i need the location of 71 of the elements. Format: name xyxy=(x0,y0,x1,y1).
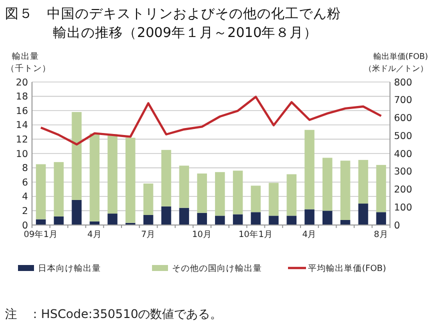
y-axis-title: 輸出量（千トン） xyxy=(6,51,51,74)
y-tick-label: 0 xyxy=(22,220,28,232)
legend-label: 平均輸出単価(FOB) xyxy=(308,262,386,274)
y2-tick-label: 800 xyxy=(394,77,412,88)
y2-tick-label: 0 xyxy=(394,220,400,232)
bar xyxy=(286,216,297,225)
bar xyxy=(197,212,207,225)
bar xyxy=(268,216,279,225)
text: 注 ：HSCode:350510の数値である。 xyxy=(5,307,222,321)
y2-tick-label: 700 xyxy=(394,95,412,106)
x-tick-label: 8月 xyxy=(374,230,388,240)
bar xyxy=(358,204,368,225)
x-tick-label: 10年1月 xyxy=(238,229,273,240)
bar xyxy=(215,172,225,216)
bar xyxy=(54,216,64,225)
bar xyxy=(286,174,297,216)
y2-tick-label: 400 xyxy=(394,148,412,160)
y2-tick-label: 100 xyxy=(394,202,412,214)
bar xyxy=(232,170,243,214)
bar xyxy=(108,134,118,214)
bar xyxy=(179,208,190,225)
y2-tick-label: 200 xyxy=(394,184,412,196)
x-tick-label: 09年1月 xyxy=(24,229,58,240)
bar xyxy=(358,160,368,204)
bar xyxy=(376,164,386,212)
y2-tick-label: 600 xyxy=(394,113,412,124)
y2-axis-title: 輸出単価(FOB)（米ドル／トン） xyxy=(364,52,428,73)
line-series xyxy=(40,96,382,146)
bar xyxy=(143,184,154,215)
bar xyxy=(250,212,261,225)
bar xyxy=(161,206,172,225)
bar xyxy=(322,158,332,211)
x-tick-label: 4月 xyxy=(302,230,317,240)
legend-label: その他の国向け輸出量 xyxy=(172,262,262,274)
bar xyxy=(304,130,314,210)
bar xyxy=(125,138,136,223)
bar xyxy=(322,210,332,225)
y-tick-label: 18 xyxy=(16,92,28,103)
y-tick-label: 20 xyxy=(16,77,28,88)
bar xyxy=(72,200,82,225)
bar xyxy=(72,112,82,200)
x-tick-label: 4月 xyxy=(87,230,102,240)
bar xyxy=(250,186,261,212)
bar xyxy=(90,133,100,222)
bar xyxy=(197,174,207,213)
y-tick-label: 2 xyxy=(22,206,28,218)
bar xyxy=(36,164,46,220)
bar xyxy=(340,160,350,220)
x-tick-label: 10月 xyxy=(192,230,212,240)
y-tick-label: 16 xyxy=(16,106,28,117)
bar xyxy=(179,166,190,208)
bar xyxy=(232,214,243,225)
y-tick-label: 10 xyxy=(16,148,28,160)
legend-label: 日本向け輸出量 xyxy=(38,262,101,274)
x-tick-label: 7月 xyxy=(141,230,156,240)
bar xyxy=(143,214,154,225)
y2-tick-label: 500 xyxy=(394,130,412,142)
y-tick-label: 6 xyxy=(22,177,28,188)
bar xyxy=(108,214,118,225)
y-tick-label: 14 xyxy=(16,120,28,132)
bar xyxy=(215,216,225,225)
bar xyxy=(376,212,386,225)
y-tick-label: 4 xyxy=(22,192,28,203)
bar xyxy=(268,182,279,216)
y-tick-label: 8 xyxy=(22,163,28,174)
bar xyxy=(161,150,172,206)
y-tick-label: 12 xyxy=(16,134,28,146)
bar xyxy=(54,162,64,216)
y2-tick-label: 300 xyxy=(394,166,412,178)
chart-title: 図５ 中国のデキストリンおよびその他の化工でん粉輸出の推移（2009年１月～2010年８月） xyxy=(5,6,341,41)
bar xyxy=(304,209,314,225)
